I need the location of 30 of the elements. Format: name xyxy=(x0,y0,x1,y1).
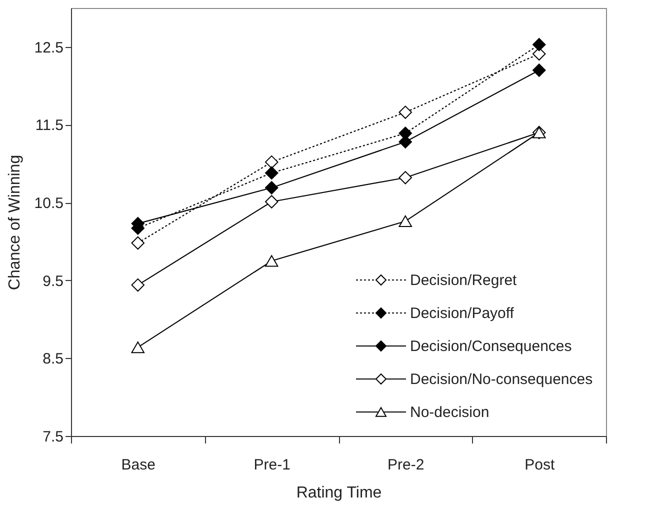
point xyxy=(131,341,144,354)
point xyxy=(532,38,546,52)
y-tick-label: 12.5 xyxy=(34,39,64,56)
x-tick-label: Pre-1 xyxy=(254,456,290,474)
legend-label: No-decision xyxy=(410,404,490,421)
legend-label: Decision/Regret xyxy=(410,272,518,289)
legend-label: Decision/Consequences xyxy=(410,338,572,355)
point xyxy=(398,215,412,228)
y-tick-label: 7.5 xyxy=(42,428,64,446)
point xyxy=(265,166,278,180)
point xyxy=(131,236,144,250)
point xyxy=(398,106,412,119)
point xyxy=(398,171,412,184)
point xyxy=(532,64,546,77)
point xyxy=(265,155,278,169)
y-tick-label: 11.5 xyxy=(35,117,64,134)
point xyxy=(265,195,278,208)
x-axis-title: Rating Time xyxy=(296,484,382,502)
x-tick-label: Base xyxy=(121,456,156,474)
legend-label: Decision/Payoff xyxy=(410,305,515,322)
x-tick-label: Post xyxy=(524,456,556,474)
y-tick-label: 9.5 xyxy=(42,272,64,290)
y-tick-label: 8.5 xyxy=(42,350,64,368)
y-tick-label: 10.5 xyxy=(34,195,64,212)
y-axis-title: Chance of Winning xyxy=(6,154,24,290)
point xyxy=(265,255,278,267)
x-tick-label: Pre-2 xyxy=(388,456,424,474)
point xyxy=(131,278,144,292)
point xyxy=(265,181,278,194)
legend-label: Decision/No-consequences xyxy=(410,371,593,388)
